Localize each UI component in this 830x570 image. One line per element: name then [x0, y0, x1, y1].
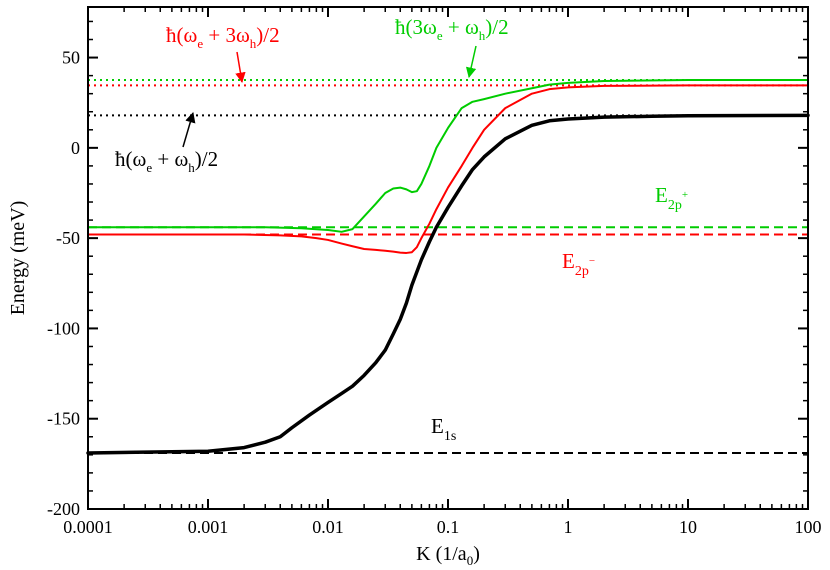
plot-frame [87, 6, 809, 510]
arrow-red-top [235, 51, 246, 84]
label-e1s: E1s [431, 414, 456, 444]
y-tick-label: 0 [71, 138, 80, 158]
arrow-black-mid [182, 111, 196, 148]
y-tick-label: -150 [47, 409, 80, 429]
series-line-0 [86, 113, 810, 455]
x-tick-label: 0.1 [437, 517, 460, 537]
x-tick-label: 100 [795, 517, 822, 537]
y-tick-label: 50 [62, 48, 80, 68]
annotation-red-top: ħ(ωe + 3ωh)/2 [166, 23, 280, 51]
series-line-2 [87, 78, 809, 233]
y-tick-label: -200 [47, 499, 80, 519]
y-tick-label: -50 [56, 228, 80, 248]
y-axis-label: Energy (meV) [7, 201, 29, 316]
x-tick-label: 0.0001 [63, 517, 113, 537]
x-tick-label: 10 [679, 517, 697, 537]
x-tick-label: 0.01 [312, 517, 344, 537]
annotation-black-mid: ħ(ωe + ωh)/2 [115, 147, 218, 175]
label-e2p-minus: E2p− [562, 249, 595, 279]
x-tick-label: 1 [564, 517, 573, 537]
label-e2p-plus: E2p+ [655, 183, 688, 213]
x-tick-label: 0.001 [188, 517, 229, 537]
x-axis-label: K (1/a0) [416, 543, 480, 568]
series-line-1 [87, 84, 809, 254]
y-tick-label: -100 [47, 318, 80, 338]
annotation-green-top: ħ(3ωe + ωh)/2 [395, 15, 509, 43]
arrow-green-top [465, 45, 477, 79]
